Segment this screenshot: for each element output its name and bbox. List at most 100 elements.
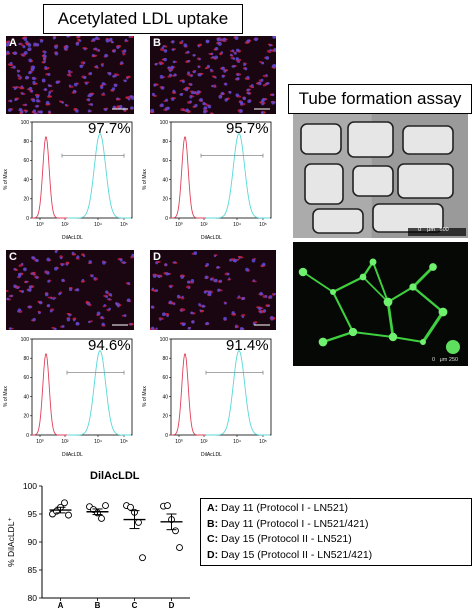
hist-ylabel-b: % of Max — [142, 169, 148, 190]
nucleus-blue — [124, 38, 128, 42]
nucleus-blue — [13, 87, 17, 90]
nucleus-blue — [151, 326, 155, 330]
nucleus-blue — [220, 91, 225, 96]
percent-a: 97.7% — [88, 120, 131, 137]
legend-item-b: B: Day 11 (Protocol I - LN521/421) — [207, 517, 369, 530]
nucleus-blue — [83, 75, 87, 80]
nucleus-blue — [196, 91, 200, 94]
nucleus-blue — [165, 272, 169, 276]
hist-xtick-label: 10² — [200, 439, 208, 445]
nucleus-blue — [192, 53, 196, 57]
lumen — [347, 121, 394, 158]
hist-ytick-label: 60 — [162, 158, 168, 164]
nucleus-blue — [123, 49, 127, 53]
nucleus-blue — [126, 77, 129, 80]
tube-branch — [331, 275, 365, 294]
nucleus-blue — [50, 297, 53, 300]
nucleus-blue — [272, 36, 276, 39]
nucleus-blue — [54, 51, 59, 56]
control-peak — [170, 136, 211, 219]
nucleus-blue — [61, 101, 64, 104]
micrograph-c — [6, 250, 134, 330]
tube-scalebar-brightfield: 0 μm 500 — [418, 227, 449, 233]
nucleus-blue — [7, 41, 10, 45]
nucleus-blue — [267, 304, 270, 308]
hist-xlabel-d: DilAcLDL — [201, 452, 222, 458]
lumen — [397, 163, 454, 199]
data-point — [176, 544, 183, 552]
stained-peak — [67, 132, 132, 219]
nucleus-blue — [83, 254, 86, 258]
nucleus-blue — [17, 74, 20, 77]
lumen — [300, 123, 342, 155]
nucleus-blue — [68, 73, 71, 76]
hist-ytick-label: 100 — [160, 337, 169, 343]
x-tick-label: C — [132, 601, 138, 609]
nucleus-blue — [6, 53, 7, 56]
nucleus-blue — [112, 74, 115, 78]
nucleus-blue — [224, 98, 228, 102]
nucleus-blue — [164, 263, 168, 267]
nucleus-blue — [151, 287, 155, 290]
nucleus-blue — [220, 51, 224, 54]
tube-branch — [392, 336, 424, 343]
nucleus-blue — [232, 258, 236, 262]
nucleus-blue — [221, 74, 225, 78]
nucleus-blue — [198, 57, 201, 61]
nucleus-blue — [229, 258, 233, 262]
legend-item-d: D: Day 15 (Protocol II - LN521/421) — [207, 548, 373, 561]
hist-ytick-label: 100 — [21, 120, 30, 126]
nucleus-blue — [176, 294, 181, 299]
nucleus-blue — [273, 47, 276, 52]
nucleus-blue — [27, 47, 32, 51]
lumen — [304, 163, 344, 205]
nucleus-blue — [54, 266, 58, 271]
nucleus-blue — [55, 80, 60, 84]
hist-ytick-label: 40 — [23, 394, 29, 400]
hist-ytick-label: 40 — [162, 177, 168, 183]
tube-node — [429, 263, 437, 271]
nucleus-blue — [112, 105, 116, 109]
cell-cluster — [446, 340, 460, 354]
nucleus-blue — [234, 325, 238, 329]
nucleus-blue — [54, 250, 58, 254]
nucleus-blue — [46, 271, 50, 275]
nucleus-blue — [43, 50, 47, 54]
nucleus-blue — [97, 49, 101, 52]
nucleus-blue — [189, 83, 193, 86]
nucleus-blue — [33, 42, 37, 46]
hist-xlabel-c: DilAcLDL — [62, 452, 83, 458]
nucleus-blue — [191, 91, 195, 95]
hist-xtick-label: 10² — [61, 439, 69, 445]
nucleus-blue — [75, 42, 80, 46]
micrograph-d — [150, 250, 276, 330]
x-tick-label: D — [169, 601, 175, 609]
hist-ytick-label: 20 — [23, 414, 29, 420]
hist-ytick-label: 40 — [162, 394, 168, 400]
nucleus-blue — [116, 97, 119, 100]
nucleus-blue — [35, 276, 39, 279]
tube-node — [298, 267, 308, 277]
hist-ylabel-a: % of Max — [3, 169, 9, 190]
nucleus-blue — [268, 295, 273, 299]
nucleus-blue — [88, 260, 92, 264]
nucleus-blue — [153, 83, 157, 87]
nucleus-blue — [171, 40, 175, 44]
nucleus-blue — [205, 39, 210, 44]
tube-branch — [352, 331, 394, 338]
nucleus-blue — [13, 284, 17, 288]
hist-frame — [31, 121, 133, 219]
nucleus-blue — [193, 251, 198, 256]
nucleus-blue — [109, 293, 113, 297]
nucleus-blue — [76, 255, 80, 259]
nucleus-blue — [111, 40, 114, 44]
nucleus-blue — [252, 279, 256, 282]
nucleus-blue — [32, 109, 37, 113]
nucleus-blue — [230, 53, 233, 57]
nucleus-blue — [16, 70, 20, 73]
nucleus-blue — [243, 63, 246, 67]
nucleus-blue — [265, 56, 270, 60]
nucleus-blue — [222, 37, 226, 42]
nucleus-blue — [35, 258, 39, 263]
nucleus-blue — [194, 103, 198, 108]
